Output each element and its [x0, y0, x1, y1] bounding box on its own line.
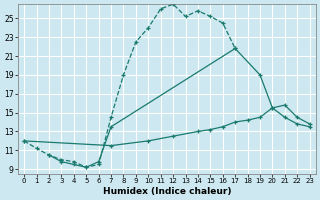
X-axis label: Humidex (Indice chaleur): Humidex (Indice chaleur) — [103, 187, 231, 196]
